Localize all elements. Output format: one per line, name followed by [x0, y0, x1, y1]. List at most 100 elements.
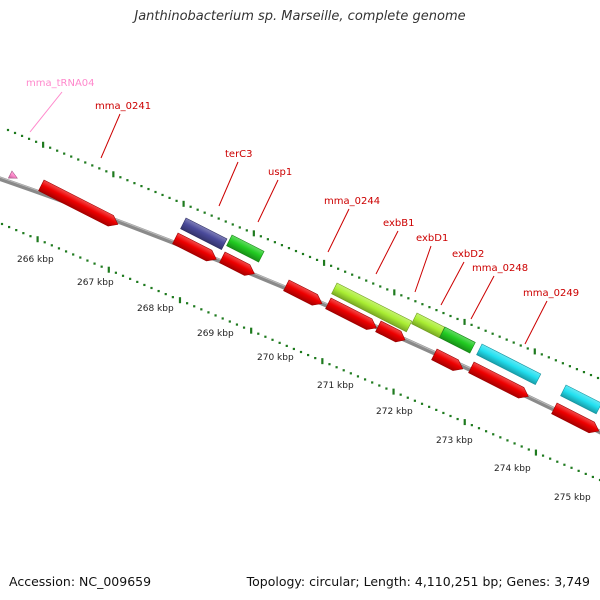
minor-tick-dot: [492, 433, 495, 436]
feature-shape[interactable]: [226, 234, 265, 263]
feature-shape[interactable]: [468, 361, 531, 402]
major-tick-dot: [42, 141, 45, 148]
position-tick-label: 269 kbp: [197, 329, 234, 339]
gene-label-mma_0248[interactable]: mma_0248: [472, 263, 528, 274]
minor-tick-dot: [200, 308, 203, 311]
feature-exbD1[interactable]: [411, 312, 446, 339]
minor-tick-dot: [86, 259, 89, 262]
minor-tick-dot: [299, 350, 303, 354]
feature-shape[interactable]: [325, 297, 380, 333]
major-tick-dot: [329, 264, 333, 267]
feature-mma_0248[interactable]: [476, 343, 542, 386]
gene-label-terC3[interactable]: terC3: [225, 149, 253, 160]
minor-tick-dot: [428, 405, 431, 408]
minor-tick-dot: [185, 302, 189, 305]
minor-tick-dot: [577, 469, 580, 472]
minor-tick-dot: [314, 356, 317, 360]
minor-tick-dot: [506, 439, 509, 442]
major-tick-dot: [596, 376, 600, 380]
minor-tick-dot: [406, 396, 409, 399]
feature-shape[interactable]: [331, 282, 413, 333]
major-tick-dot: [344, 270, 347, 273]
minor-tick-dot: [520, 445, 523, 448]
major-tick-dot: [589, 373, 593, 377]
major-tick-dot: [196, 208, 199, 211]
gene-label-exbD2[interactable]: exbD2: [452, 249, 484, 260]
feature-exbB1-cds[interactable]: [325, 297, 380, 333]
feature-shape[interactable]: [551, 402, 600, 436]
major-tick-dot: [463, 318, 466, 325]
feature-terC3[interactable]: [180, 217, 228, 250]
gene-label-exbD1[interactable]: exbD1: [416, 233, 448, 244]
minor-tick-dot: [399, 393, 402, 396]
feature-mma_0241[interactable]: [38, 179, 121, 230]
minor-tick-dot: [413, 399, 417, 402]
feature-shape[interactable]: [439, 326, 476, 354]
features: [7, 170, 600, 436]
feature-exbB1[interactable]: [331, 282, 413, 333]
minor-tick-dot: [50, 244, 53, 247]
leader-line: [524, 300, 548, 345]
minor-tick-dot: [449, 414, 452, 418]
feature-shape[interactable]: [411, 312, 446, 339]
feature-usp1-cds[interactable]: [219, 251, 258, 279]
major-tick-dot: [407, 297, 410, 300]
minor-tick-dot: [477, 427, 481, 430]
gene-label-mma_0244[interactable]: mma_0244: [324, 196, 380, 207]
minor-tick-dot: [93, 262, 96, 265]
leader-line: [470, 275, 495, 320]
feature-usp1[interactable]: [226, 234, 265, 263]
feature-mma_0248-cds[interactable]: [468, 361, 531, 402]
major-tick-dot: [63, 152, 66, 155]
genome-summary: Topology: circular; Length: 4,110,251 bp…: [246, 574, 590, 589]
feature-shape[interactable]: [7, 170, 19, 182]
feature-shape[interactable]: [38, 179, 121, 230]
minor-tick-dot: [8, 225, 11, 229]
major-tick-dot: [372, 282, 375, 285]
position-tick-label: 272 kbp: [376, 407, 413, 417]
feature-mma_0244[interactable]: [283, 279, 325, 309]
minor-tick-dot: [356, 375, 360, 378]
gene-label-exbB1[interactable]: exbB1: [383, 218, 414, 229]
feature-exbD2-cds[interactable]: [431, 348, 466, 374]
gene-label-mma_0249[interactable]: mma_0249: [523, 288, 579, 299]
minor-tick-dot: [271, 338, 274, 341]
feature-shape[interactable]: [476, 343, 542, 386]
major-tick-dot: [449, 314, 452, 318]
minor-tick-dot: [114, 271, 118, 274]
gene-label-mma_0241[interactable]: mma_0241: [95, 101, 151, 112]
minor-tick-dot: [349, 372, 352, 375]
minor-tick-dot: [456, 417, 459, 421]
minor-tick-dot: [442, 411, 445, 415]
feature-mma_0249[interactable]: [560, 384, 600, 415]
feature-shape[interactable]: [431, 348, 466, 374]
feature-shape[interactable]: [180, 217, 228, 250]
feature-shape[interactable]: [172, 232, 219, 265]
feature-shape[interactable]: [219, 251, 258, 279]
major-tick-dot: [280, 244, 284, 247]
feature-mma_tRNA04[interactable]: [7, 170, 19, 182]
feature-exbD2[interactable]: [439, 326, 476, 354]
position-tick-label: 271 kbp: [317, 381, 354, 391]
gene-label-usp1[interactable]: usp1: [268, 167, 292, 178]
leader-line: [414, 245, 432, 293]
minor-tick-dot: [257, 332, 260, 335]
feature-exbD1-cds[interactable]: [375, 320, 408, 345]
gene-label-mma_tRNA04[interactable]: mma_tRNA04: [26, 78, 95, 89]
feature-terC3-cds[interactable]: [172, 232, 219, 265]
major-tick-dot: [168, 196, 171, 200]
major-tick-dot: [13, 131, 17, 135]
feature-shape[interactable]: [283, 279, 325, 309]
major-tick-dot: [238, 226, 241, 229]
minor-tick-dot: [129, 277, 132, 280]
minor-tick-dot: [72, 253, 75, 256]
feature-mma_0249-cds[interactable]: [551, 402, 600, 436]
position-tick-label: 267 kbp: [77, 278, 114, 288]
minor-tick-dot: [79, 256, 82, 259]
feature-shape[interactable]: [560, 384, 600, 415]
leader-line: [257, 179, 279, 223]
major-tick-dot: [484, 329, 487, 332]
leader-line: [218, 161, 239, 207]
feature-shape[interactable]: [375, 320, 408, 345]
